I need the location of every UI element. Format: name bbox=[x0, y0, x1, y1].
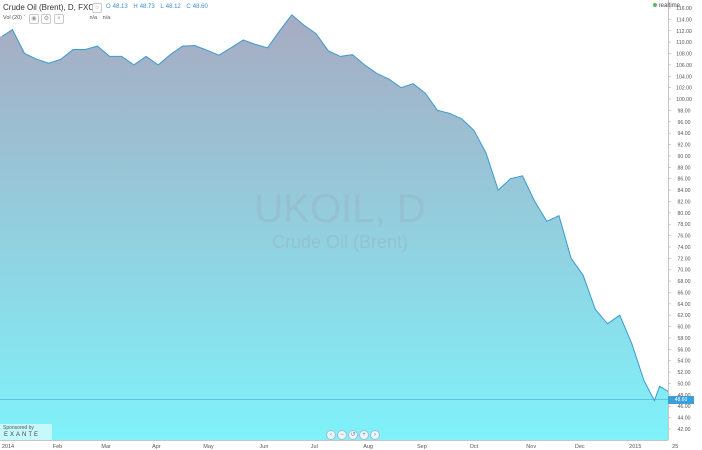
y-tick-label: 84.00 bbox=[678, 188, 691, 194]
zoom-out-icon[interactable]: − bbox=[337, 430, 347, 440]
x-tick-label: 2015 bbox=[629, 444, 641, 450]
y-tick-label: 56.00 bbox=[678, 347, 691, 353]
y-tick-label: 116.00 bbox=[676, 6, 692, 12]
x-tick-label: Sep bbox=[417, 444, 427, 450]
y-tick-label: 108.00 bbox=[676, 52, 692, 58]
x-tick-label: Jul bbox=[311, 444, 318, 450]
y-tick-label: 52.00 bbox=[678, 370, 691, 376]
y-tick-label: 68.00 bbox=[678, 279, 691, 285]
scroll-left-icon[interactable]: ‹ bbox=[326, 430, 336, 440]
y-tick-label: 74.00 bbox=[678, 245, 691, 251]
y-tick-label: 104.00 bbox=[676, 74, 692, 80]
y-tick-label: 86.00 bbox=[678, 177, 691, 183]
x-tick-label: Aug bbox=[363, 444, 373, 450]
y-tick-label: 110.00 bbox=[676, 40, 692, 46]
x-tick-label: Nov bbox=[526, 444, 536, 450]
x-tick-label: 25 bbox=[672, 444, 678, 450]
low-value: 48.12 bbox=[165, 4, 181, 10]
y-tick-label: 80.00 bbox=[678, 211, 691, 217]
y-tick-label: 54.00 bbox=[678, 359, 691, 365]
open-label: O bbox=[106, 4, 111, 10]
eye-icon[interactable]: ◉ bbox=[28, 14, 39, 24]
y-tick-label: 96.00 bbox=[678, 120, 691, 126]
y-axis-ticks: 42.00 44.00 46.00 48.00 50.00 52.00 54.00 56.00… bbox=[668, 6, 692, 433]
y-tick-label: 100.00 bbox=[676, 97, 692, 103]
x-axis-ticks: 2014 Feb Mar Apr May Jun Jul Aug Sep Oct Nov Dec 201… bbox=[2, 444, 678, 450]
volume-value: n/a bbox=[89, 15, 98, 21]
x-tick-label: Oct bbox=[470, 444, 479, 450]
scroll-right-icon[interactable]: › bbox=[370, 430, 380, 440]
reset-icon[interactable]: ↺ bbox=[348, 430, 358, 440]
y-tick-label: 90.00 bbox=[678, 154, 691, 160]
y-tick-label: 62.00 bbox=[678, 313, 691, 319]
price-line bbox=[1, 14, 669, 402]
y-tick-label: 76.00 bbox=[678, 234, 691, 240]
y-tick-label: 106.00 bbox=[676, 63, 692, 69]
realtime-dot-icon bbox=[652, 3, 657, 8]
zoom-in-icon[interactable]: + bbox=[359, 430, 369, 440]
price-area bbox=[0, 14, 669, 441]
x-tick-label: Apr bbox=[152, 444, 161, 450]
volume-indicator[interactable]: Vol (20) ˇ ◉ ⚙ × n/a n/a bbox=[3, 13, 111, 24]
chart-header: Crude Oil (Brent), D, FXCM ○ O 48.13 H 48.… bbox=[0, 0, 702, 32]
y-tick-label: 92.00 bbox=[678, 143, 691, 149]
watermark-symbol: UKOIL, D bbox=[254, 187, 425, 231]
y-tick-label: 42.00 bbox=[678, 427, 691, 433]
y-tick-label: 114.00 bbox=[676, 17, 692, 23]
y-tick-label: 64.00 bbox=[678, 302, 691, 308]
sponsor-logo: EXANTE bbox=[4, 432, 41, 438]
sponsor-badge[interactable]: Sponsored by EXANTE bbox=[0, 424, 52, 440]
volume-ma-value: n/a bbox=[102, 15, 111, 21]
y-tick-label: 102.00 bbox=[676, 86, 692, 92]
close-value: 48.60 bbox=[192, 4, 208, 10]
ohlc-values: O 48.13 H 48.73 L 48.12 C 48.60 bbox=[106, 4, 212, 10]
open-value: 48.13 bbox=[112, 4, 128, 10]
low-label: L bbox=[160, 4, 164, 10]
watermark-name: Crude Oil (Brent) bbox=[272, 232, 408, 252]
y-tick-label: 70.00 bbox=[678, 268, 691, 274]
y-tick-label: 58.00 bbox=[678, 336, 691, 342]
y-tick-label: 78.00 bbox=[678, 222, 691, 228]
y-tick-label: 66.00 bbox=[678, 290, 691, 296]
close-icon[interactable]: × bbox=[53, 14, 64, 24]
y-tick-label: 50.00 bbox=[678, 381, 691, 387]
realtime-indicator: realtime bbox=[652, 3, 680, 9]
y-tick-label: 48.00 bbox=[678, 393, 691, 399]
realtime-label: realtime bbox=[658, 3, 680, 9]
x-tick-label: May bbox=[203, 444, 214, 450]
y-tick-label: 112.00 bbox=[676, 29, 692, 35]
y-tick-label: 44.00 bbox=[678, 416, 691, 422]
y-tick-label: 72.00 bbox=[678, 256, 691, 262]
y-tick-label: 60.00 bbox=[678, 325, 691, 331]
volume-label: Vol (20) ˇ bbox=[3, 15, 26, 21]
x-tick-label: Jun bbox=[260, 444, 269, 450]
y-tick-label: 88.00 bbox=[678, 165, 691, 171]
settings-icon[interactable]: ⚙ bbox=[41, 14, 52, 24]
x-tick-label: Mar bbox=[101, 444, 111, 450]
hide-icon[interactable]: ○ bbox=[92, 3, 102, 13]
y-tick-label: 94.00 bbox=[678, 131, 691, 137]
symbol-title[interactable]: Crude Oil (Brent), D, FXCM bbox=[3, 3, 101, 12]
y-tick-label: 82.00 bbox=[678, 199, 691, 205]
y-tick-label: 46.00 bbox=[678, 404, 691, 410]
high-value: 48.73 bbox=[139, 4, 155, 10]
sponsor-caption: Sponsored by bbox=[3, 425, 34, 431]
last-price-label: 48.60 bbox=[668, 396, 694, 404]
x-tick-label: 2014 bbox=[2, 444, 14, 450]
high-label: H bbox=[133, 4, 138, 10]
close-label: C bbox=[186, 4, 191, 10]
x-tick-label: Dec bbox=[575, 444, 585, 450]
x-tick-label: Feb bbox=[53, 444, 62, 450]
y-tick-label: 98.00 bbox=[678, 108, 691, 114]
